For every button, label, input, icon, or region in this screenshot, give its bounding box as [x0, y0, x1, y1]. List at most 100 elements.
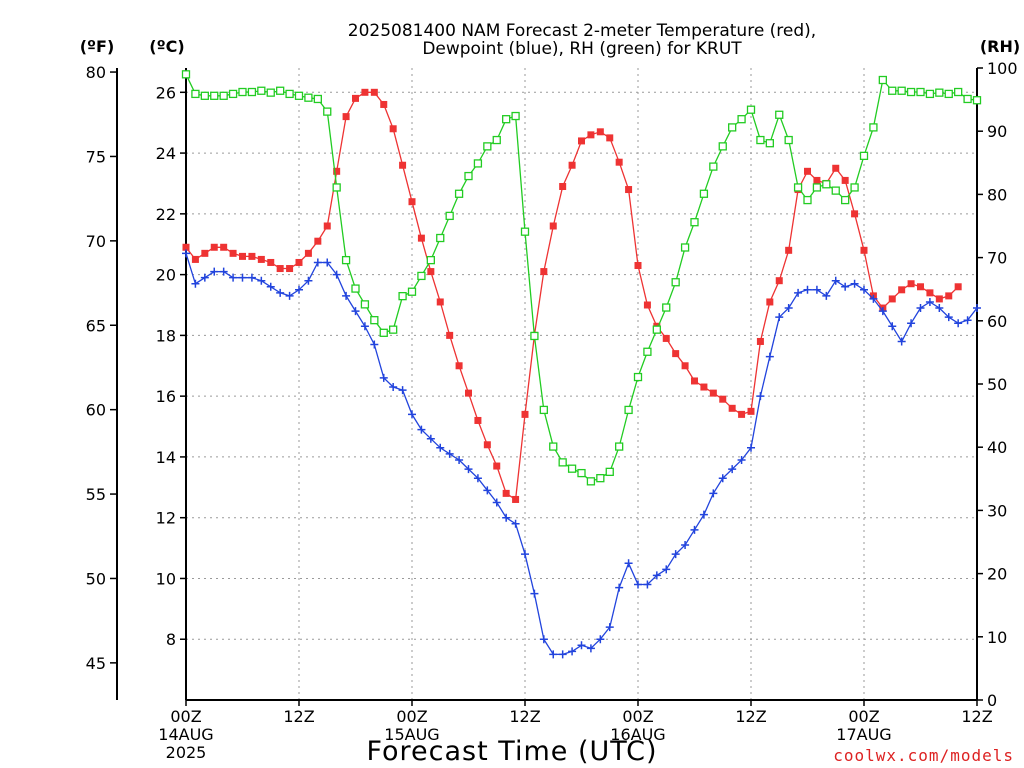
dewpoint-point	[238, 273, 247, 282]
dewpoint-point	[511, 519, 520, 528]
dewpoint-point	[285, 291, 294, 300]
dewpoint-point	[831, 276, 840, 285]
celsius-tick-label: 26	[156, 83, 176, 102]
temperature-point	[333, 167, 341, 175]
dewpoint-point	[436, 443, 445, 452]
temperature-point	[182, 243, 190, 251]
fahrenheit-tick-label: 60	[86, 401, 106, 420]
dewpoint-point	[596, 635, 605, 644]
x-tick-label: 12Z	[961, 707, 992, 726]
rh-series	[181, 70, 982, 486]
dewpoint-point	[916, 304, 925, 313]
rh-tick-label: 10	[987, 628, 1007, 647]
x-tick-label: 12Z	[735, 707, 766, 726]
x-tick-label: 00Z	[170, 707, 201, 726]
temperature-point	[502, 489, 510, 497]
temperature-point	[314, 237, 322, 245]
rh-point	[407, 287, 417, 296]
rh-point	[379, 328, 388, 337]
x-axis-label: Forecast Time (UTC)	[366, 736, 657, 767]
temperature-point	[775, 277, 783, 285]
rh-point	[859, 151, 869, 160]
rh-point	[389, 325, 398, 334]
rh-point	[360, 300, 370, 309]
dewpoint-point	[370, 340, 379, 349]
celsius-axis-label: (ºC)	[149, 37, 184, 56]
temperature-point	[540, 268, 548, 276]
dewpoint-point	[765, 352, 774, 361]
rh-point	[709, 162, 718, 171]
temperature-point	[926, 289, 934, 297]
celsius-tick-label: 14	[156, 448, 176, 467]
dewpoint-point	[473, 474, 482, 483]
temperature-point	[276, 265, 284, 273]
temperature-point	[719, 395, 727, 403]
chart-axes	[116, 68, 978, 701]
rh-point	[690, 218, 699, 227]
dewpoint-point	[803, 285, 812, 294]
fahrenheit-tick-label: 50	[86, 569, 106, 588]
rh-point	[841, 195, 850, 205]
dewpoint-point	[464, 465, 473, 474]
rh-point	[784, 135, 793, 145]
dewpoint-point	[558, 650, 567, 659]
x-tick-label: 15AUG	[384, 725, 439, 744]
x-tick-label: 12Z	[283, 707, 314, 726]
temperature-point	[191, 255, 199, 263]
rh-point	[398, 292, 407, 301]
dewpoint-point	[925, 297, 934, 306]
celsius-ticks: 26 24 22 20 18 16 14 12 10 8	[156, 83, 186, 649]
rh-point	[963, 94, 972, 104]
temperature-point	[389, 125, 397, 133]
rh-point	[426, 255, 435, 265]
dewpoint-point	[389, 383, 398, 392]
rh-point	[417, 271, 426, 281]
celsius-tick-label: 22	[156, 205, 176, 224]
temperature-point	[672, 350, 680, 358]
rh-point	[539, 405, 548, 415]
temperature-point	[945, 292, 953, 300]
rh-point	[445, 211, 454, 221]
dewpoint-point	[200, 273, 209, 282]
dewpoint-point	[709, 489, 718, 498]
celsius-tick-label: 24	[156, 144, 176, 163]
rh-point	[972, 96, 982, 105]
x-tick-label: 2025	[166, 743, 207, 762]
temperature-point	[446, 331, 454, 339]
temperature-point	[201, 249, 209, 257]
dewpoint-point	[417, 425, 426, 434]
x-tick-label: 17AUG	[836, 725, 891, 744]
temperature-point	[248, 252, 256, 260]
dewpoint-point	[549, 650, 558, 659]
chart-series	[181, 70, 982, 659]
temperature-point	[257, 255, 265, 263]
rh-tick-label: 60	[987, 312, 1007, 331]
rh-point	[483, 142, 492, 151]
temperature-point	[239, 252, 246, 260]
rh-point	[831, 186, 840, 195]
rh-point	[492, 135, 501, 145]
temperature-point	[709, 389, 717, 397]
temperature-point	[606, 134, 614, 142]
dewpoint-point	[586, 644, 595, 653]
dewpoint-point	[878, 307, 887, 316]
temperature-point	[596, 128, 604, 136]
temperature-point	[352, 94, 359, 102]
dewpoint-point	[323, 258, 332, 267]
temperature-point	[568, 161, 576, 169]
rh-point	[954, 87, 963, 97]
rh-point	[869, 123, 878, 132]
dewpoint-point	[257, 276, 266, 285]
temperature-point	[295, 258, 303, 266]
chart-title-line1: 2025081400 NAM Forecast 2-meter Temperat…	[348, 21, 816, 41]
rh-point	[502, 115, 511, 124]
temperature-point	[756, 337, 764, 345]
dewpoint-point	[794, 288, 803, 297]
rh-point	[210, 91, 219, 100]
dewpoint-point	[521, 550, 529, 559]
rh-point	[633, 372, 643, 382]
dewpoint-point	[492, 498, 501, 507]
dewpoint-point	[229, 273, 238, 282]
celsius-tick-label: 12	[156, 509, 176, 528]
